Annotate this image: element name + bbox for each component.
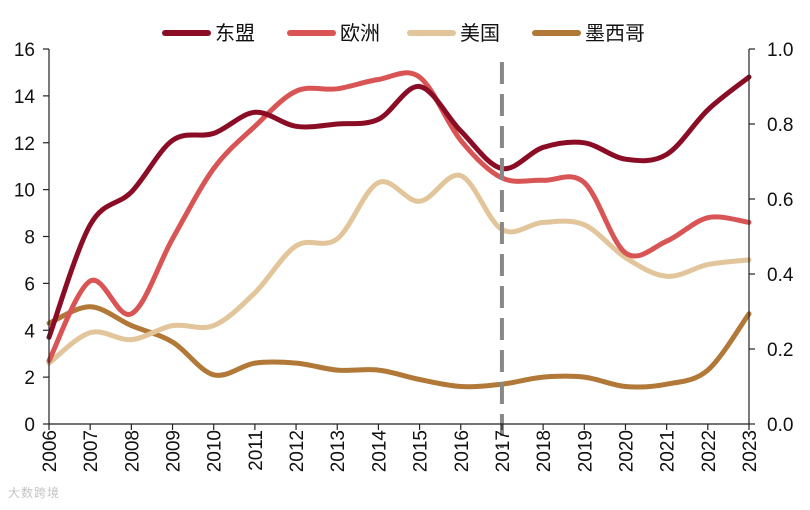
x-tick-label: 2015: [411, 430, 432, 472]
legend: 东盟 欧洲 美国 墨西哥: [162, 21, 645, 45]
x-tick-label: 2010: [205, 430, 226, 472]
x-tick-label: 2016: [452, 430, 473, 472]
x-tick-label: 2021: [658, 430, 679, 472]
left-tick-label: 6: [24, 274, 35, 295]
series-line-1: [46, 74, 752, 340]
series-line-3: [46, 172, 752, 366]
right-tick-label: 0.2: [767, 340, 793, 361]
x-tick-label: 2022: [699, 430, 720, 472]
x-tick-label: 2018: [534, 430, 555, 472]
axes: 0 2 4 6 8 10 12 14 16 0.0 0.2 0.4 0.6 0.8 1.0 2006 2007 2…: [14, 40, 794, 472]
x-tick-label: 2009: [164, 430, 185, 472]
legend-label-3: 美国: [460, 21, 500, 45]
left-tick-label: 4: [24, 321, 35, 342]
x-tick-label: 2020: [616, 430, 637, 472]
legend-label-2: 欧洲: [340, 21, 380, 45]
x-tick-label: 2019: [575, 430, 596, 472]
left-tick-label: 16: [14, 40, 35, 61]
right-tick-label: 0.8: [767, 115, 793, 136]
left-tick-label: 10: [14, 181, 35, 202]
legend-label-4: 墨西哥: [585, 21, 645, 45]
x-tick-label: 2008: [122, 430, 143, 472]
watermark: 大数跨境: [8, 486, 61, 500]
left-tick-label: 14: [14, 87, 36, 108]
legend-label-1: 东盟: [215, 21, 255, 45]
right-tick-label: 1.0: [767, 40, 793, 61]
x-tick-label: 2013: [328, 430, 349, 472]
x-tick-label: 2012: [287, 430, 308, 472]
left-tick-label: 2: [24, 368, 35, 389]
x-tick-label: 2006: [40, 430, 61, 472]
x-tick-label: 2017: [493, 430, 514, 472]
right-tick-label: 0.4: [767, 265, 794, 286]
right-tick-label: 0.0: [767, 415, 793, 436]
left-tick-label: 8: [24, 228, 35, 249]
series-line-4: [46, 304, 752, 390]
right-tick-label: 0.6: [767, 190, 793, 211]
x-tick-label: 2023: [740, 430, 761, 472]
x-tick-label: 2011: [246, 430, 267, 471]
left-tick-label: 12: [14, 134, 35, 155]
series-line-2: [46, 70, 752, 364]
left-tick-label: 0: [24, 415, 35, 436]
x-tick-label: 2014: [369, 430, 390, 473]
x-tick-label: 2007: [81, 430, 102, 472]
plot-area: [46, 62, 752, 448]
